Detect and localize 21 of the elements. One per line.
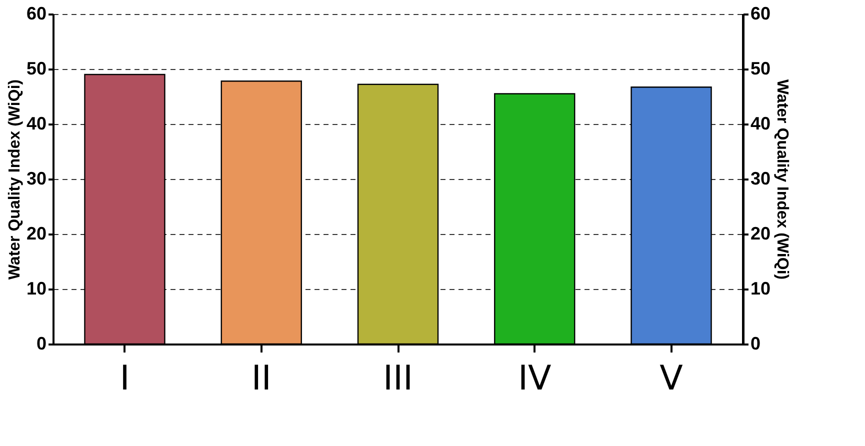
- y-tick-label: 60: [26, 4, 46, 24]
- y-tick-label: 50: [26, 58, 46, 78]
- y2-tick-label: 0: [750, 334, 761, 354]
- y-tick-label: 40: [26, 114, 46, 134]
- y2-tick-label: 60: [750, 4, 771, 24]
- x-tick-label: V: [660, 358, 683, 398]
- x-tick-label: I: [120, 358, 130, 398]
- y-tick-label: 10: [26, 278, 46, 298]
- y2-tick-label: 10: [750, 278, 771, 298]
- x-tick-label: IV: [518, 358, 552, 398]
- y2-tick-label: 30: [750, 168, 771, 188]
- y-tick-label: 30: [26, 168, 46, 188]
- y2-tick-label: 50: [750, 58, 771, 78]
- y2-tick-label: 20: [750, 224, 771, 244]
- x-tick-label: III: [382, 358, 414, 398]
- x-tick-label: II: [251, 358, 272, 398]
- y2-axis-title: Water Quality Index (WiQi): [774, 79, 791, 280]
- y2-tick-label: 40: [750, 114, 771, 134]
- y-tick-label: 0: [36, 334, 46, 354]
- y-axis-title: Water Quality Index (WiQi): [6, 79, 24, 280]
- y-tick-label: 20: [26, 224, 46, 244]
